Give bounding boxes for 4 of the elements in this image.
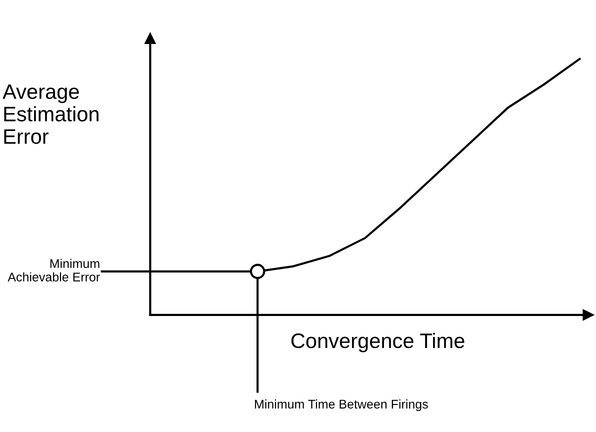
text: Minimum Achievable Error: [8, 258, 100, 282]
y-axis-title: Average Estimation Error: [2, 84, 98, 144]
x-axis-title: Convergence Time: [291, 332, 464, 352]
text: Minimum Time Between Firings: [255, 399, 428, 412]
